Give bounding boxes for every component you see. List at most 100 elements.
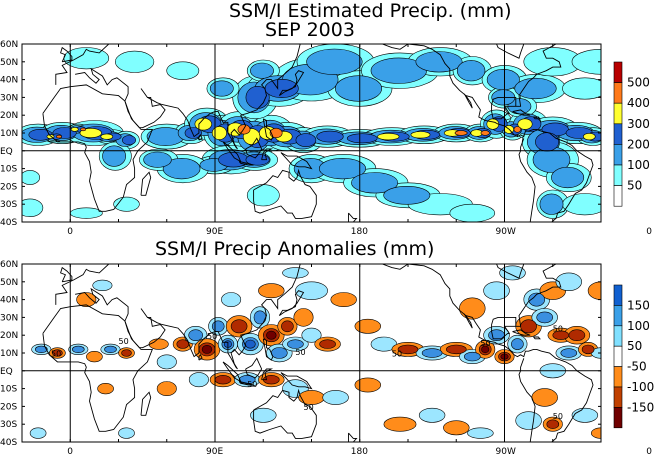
precip-contour-fill: [250, 62, 274, 79]
contour-value-label: 50: [207, 332, 217, 341]
anomaly-contour-fill: [483, 281, 510, 300]
anomaly-contour-fill: [52, 349, 63, 357]
anomaly-contour-fill: [319, 339, 336, 349]
anomaly-contour-fill: [238, 375, 256, 385]
longitude-tick-label: 0: [67, 447, 73, 457]
anomaly-contour-fill: [230, 319, 248, 334]
anomaly-contour-fill: [354, 318, 381, 334]
longitude-tick-label: 0: [646, 227, 652, 237]
precip-contour-fill: [80, 127, 86, 132]
contour-value-label: 50: [119, 337, 129, 346]
latitude-tick-label: 30S: [0, 420, 17, 430]
anomaly-contour-fill: [463, 351, 481, 362]
precip-contour-fill: [316, 130, 344, 143]
anomaly-contour-fill: [528, 292, 546, 307]
precip-legend-swatch: [613, 102, 623, 125]
anomaly-contour-fill: [560, 348, 578, 358]
precip-legend-swatch: [613, 82, 623, 104]
precip-legend-label: 300: [627, 117, 650, 131]
contour-value-label: 50: [304, 403, 314, 412]
contour-value-label: 50: [247, 380, 257, 389]
precip-contour-fill: [571, 49, 601, 75]
latitude-labels: 60N 50N 40N 30N 20N 10N EQ 10S 20S 30S 40S: [0, 40, 18, 228]
anomaly-contour-fill: [443, 420, 470, 436]
precip-contour-fill: [454, 130, 468, 136]
anomaly-legend-swatch: [613, 407, 623, 429]
anomaly-legend-label: 150: [627, 298, 650, 312]
precip-contour-fill: [334, 75, 382, 102]
anomaly-contour-fill: [214, 375, 232, 385]
anomaly-contour-fill: [72, 345, 85, 354]
map-frame: [21, 43, 602, 223]
precip-contour-fill: [245, 153, 270, 166]
contour-value-label: 50: [51, 350, 61, 359]
anomaly-contour-fill: [281, 320, 294, 333]
anomaly-contour-fill: [322, 390, 349, 405]
latitude-tick-label: 60N: [0, 260, 18, 270]
anomaly-contour-fill: [330, 292, 357, 307]
precip-contour-fill: [383, 186, 431, 205]
latitude-tick-label: 30S: [0, 200, 17, 210]
anomaly-contour-fill: [121, 349, 132, 357]
precip-legend-label: 400: [627, 96, 650, 110]
precip-contour-fill: [122, 135, 137, 145]
anomaly-contour-fill: [282, 267, 309, 279]
anomaly-contour-fill: [104, 345, 117, 354]
anomaly-legend-label: 100: [627, 319, 650, 333]
anomaly-contour-fill: [568, 329, 586, 342]
longitude-tick-label: 180: [351, 227, 368, 237]
coastline: [42, 44, 594, 222]
precip-contour-fill: [56, 134, 62, 139]
anomaly-contour-fill: [383, 416, 417, 432]
precip-contour-fill: [351, 172, 399, 194]
latitude-tick-label: 20S: [0, 182, 17, 192]
precip-legend-label: 100: [627, 158, 650, 172]
anomaly-contour-fill: [301, 327, 322, 343]
anomaly-contour-fill: [520, 319, 537, 334]
anomaly-contour-fill: [293, 308, 314, 327]
precip-contour-fill: [237, 124, 251, 135]
precip-contour-fill: [306, 48, 363, 75]
latitude-tick-label: 60N: [0, 40, 18, 50]
anomaly-contour-fill: [581, 344, 595, 355]
anomaly-contour-fill: [156, 354, 177, 370]
latitude-tick-label: 30N: [0, 313, 18, 323]
precip-legend-swatch: [613, 144, 623, 166]
latitude-tick-label: 40S: [0, 438, 17, 448]
anomaly-contour-fill: [445, 344, 467, 355]
latitude-tick-label: 10S: [0, 165, 17, 175]
anomaly-legend-swatch: [613, 284, 623, 306]
anomaly-contour-fill: [188, 372, 209, 388]
precip-contour-fill: [143, 151, 172, 168]
latitude-tick-label: 30N: [0, 93, 18, 103]
anomaly-contour-fill: [531, 388, 558, 407]
precip-contour-fill: [295, 133, 317, 147]
precip-contour-fill: [582, 133, 596, 141]
anomaly-contour-fill: [29, 427, 47, 439]
precip-map: [21, 43, 602, 223]
anomaly-map: 50 50 50 50 50 50 50 50 50 50 50: [21, 263, 602, 443]
anomaly-contour-fill: [76, 292, 97, 307]
anomaly-contour-fill: [555, 272, 582, 291]
anomaly-legend-swatch: [613, 366, 623, 388]
precip-contour-fill: [562, 77, 601, 100]
precip-contour-fill: [318, 158, 366, 180]
anomaly-contour-fill: [97, 383, 114, 395]
anomaly-contour-fill: [250, 407, 277, 423]
anomaly-contour-fill: [211, 320, 225, 333]
anomaly-contour-fill: [86, 351, 103, 363]
anomaly-legend-label: -150: [627, 400, 654, 414]
precip-contour-fill: [551, 166, 585, 189]
contour-value-label: 50: [553, 325, 563, 334]
precip-contour-fill: [480, 130, 490, 136]
anomaly-title: SSM/I Precip Anomalies (mm): [155, 238, 434, 260]
precip-legend: 500 400 300 200 100 50: [613, 61, 650, 207]
anomaly-legend-label: 50: [627, 339, 642, 353]
precip-contour-fill: [410, 131, 431, 139]
precip-contour-fill: [100, 133, 114, 140]
precip-contour-fill: [514, 77, 557, 100]
precip-contour-fill: [184, 127, 202, 139]
anomaly-contour-fill: [92, 279, 113, 292]
latitude-tick-label: 40N: [0, 296, 18, 306]
